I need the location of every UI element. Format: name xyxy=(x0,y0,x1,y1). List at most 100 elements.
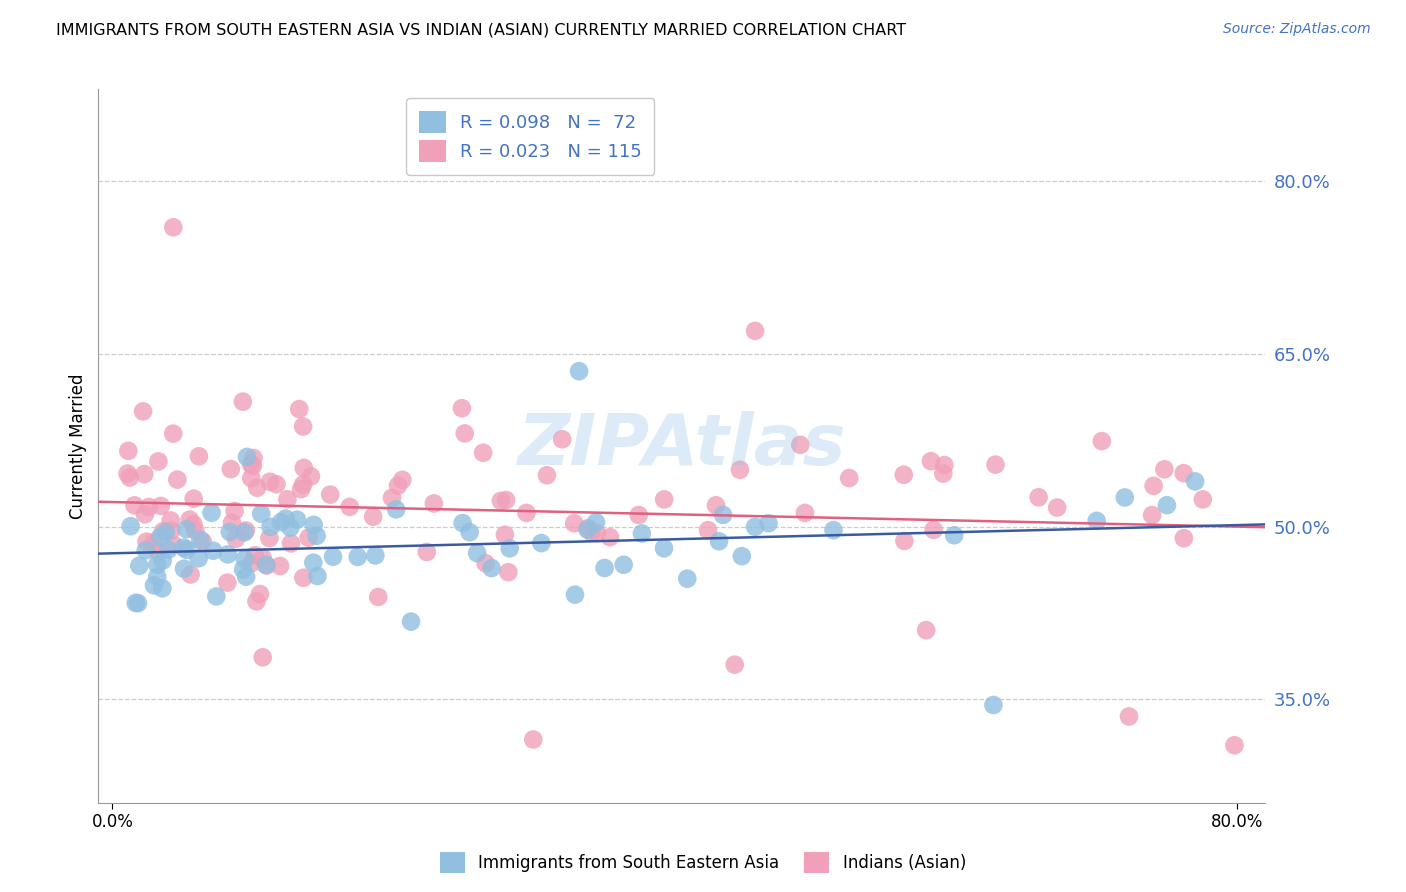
Point xyxy=(259,475,281,489)
Point xyxy=(152,553,174,567)
Point xyxy=(631,526,654,541)
Point xyxy=(280,536,302,550)
Point xyxy=(465,546,488,560)
Point xyxy=(270,515,292,529)
Point xyxy=(576,521,599,535)
Point xyxy=(150,582,173,596)
Legend: Immigrants from South Eastern Asia, Indians (Asian): Immigrants from South Eastern Asia, Indi… xyxy=(433,846,973,880)
Point xyxy=(299,469,322,483)
Point xyxy=(217,575,239,590)
Point xyxy=(481,561,503,575)
Point xyxy=(586,526,609,541)
Point xyxy=(789,438,811,452)
Point xyxy=(180,567,202,582)
Point xyxy=(498,565,520,579)
Point xyxy=(627,508,650,522)
Point xyxy=(157,542,180,557)
Point xyxy=(451,516,474,530)
Point xyxy=(146,569,169,583)
Point xyxy=(138,500,160,514)
Point xyxy=(235,524,257,538)
Point xyxy=(232,562,254,576)
Y-axis label: Currently Married: Currently Married xyxy=(69,373,87,519)
Point xyxy=(652,541,675,556)
Point xyxy=(173,541,195,555)
Point xyxy=(242,458,264,473)
Point xyxy=(149,530,172,544)
Text: ZIPAtlas: ZIPAtlas xyxy=(517,411,846,481)
Point xyxy=(221,516,243,530)
Point xyxy=(218,524,240,539)
Point xyxy=(794,506,817,520)
Point xyxy=(202,543,225,558)
Text: IMMIGRANTS FROM SOUTH EASTERN ASIA VS INDIAN (ASIAN) CURRENTLY MARRIED CORRELATI: IMMIGRANTS FROM SOUTH EASTERN ASIA VS IN… xyxy=(56,22,907,37)
Point xyxy=(159,513,181,527)
Point xyxy=(245,594,267,608)
Point xyxy=(1028,490,1050,504)
Point xyxy=(162,220,184,235)
Point xyxy=(128,558,150,573)
Point xyxy=(155,525,177,540)
Point xyxy=(134,508,156,522)
Point xyxy=(319,487,342,501)
Point xyxy=(983,698,1005,712)
Point xyxy=(922,523,945,537)
Point xyxy=(731,549,754,564)
Point xyxy=(744,520,766,534)
Point xyxy=(458,525,481,540)
Point xyxy=(288,402,311,417)
Point xyxy=(652,492,675,507)
Point xyxy=(1140,508,1163,522)
Point xyxy=(181,516,204,531)
Point xyxy=(893,467,915,482)
Point xyxy=(120,519,142,533)
Point xyxy=(399,615,422,629)
Point xyxy=(233,552,256,566)
Point xyxy=(451,401,474,416)
Point xyxy=(1046,500,1069,515)
Point xyxy=(233,525,256,540)
Point xyxy=(269,559,291,574)
Point xyxy=(252,550,274,565)
Legend: R = 0.098   N =  72, R = 0.023   N = 115: R = 0.098 N = 72, R = 0.023 N = 115 xyxy=(406,98,654,175)
Point xyxy=(472,446,495,460)
Point xyxy=(1156,498,1178,512)
Point xyxy=(522,732,544,747)
Point xyxy=(219,462,242,476)
Point xyxy=(285,513,308,527)
Point xyxy=(744,324,766,338)
Point xyxy=(148,544,170,558)
Point xyxy=(224,504,246,518)
Point xyxy=(676,572,699,586)
Point xyxy=(256,558,278,573)
Point xyxy=(1173,466,1195,480)
Point xyxy=(183,491,205,506)
Point xyxy=(697,523,720,537)
Point xyxy=(252,650,274,665)
Point xyxy=(184,524,207,538)
Point xyxy=(724,657,747,672)
Point xyxy=(576,523,599,537)
Point xyxy=(551,432,574,446)
Point xyxy=(205,590,228,604)
Point xyxy=(163,538,186,552)
Point xyxy=(176,542,198,557)
Point xyxy=(346,549,368,564)
Point xyxy=(135,543,157,558)
Point xyxy=(297,531,319,545)
Point xyxy=(127,596,149,610)
Point xyxy=(932,467,955,481)
Point xyxy=(1118,709,1140,723)
Point xyxy=(305,529,328,543)
Point xyxy=(302,517,325,532)
Point xyxy=(339,500,361,514)
Point xyxy=(711,508,734,522)
Point xyxy=(1142,479,1164,493)
Point xyxy=(361,509,384,524)
Point xyxy=(242,450,264,465)
Point xyxy=(489,494,512,508)
Point xyxy=(562,516,585,531)
Point xyxy=(454,426,477,441)
Point xyxy=(292,461,315,475)
Point xyxy=(581,525,603,540)
